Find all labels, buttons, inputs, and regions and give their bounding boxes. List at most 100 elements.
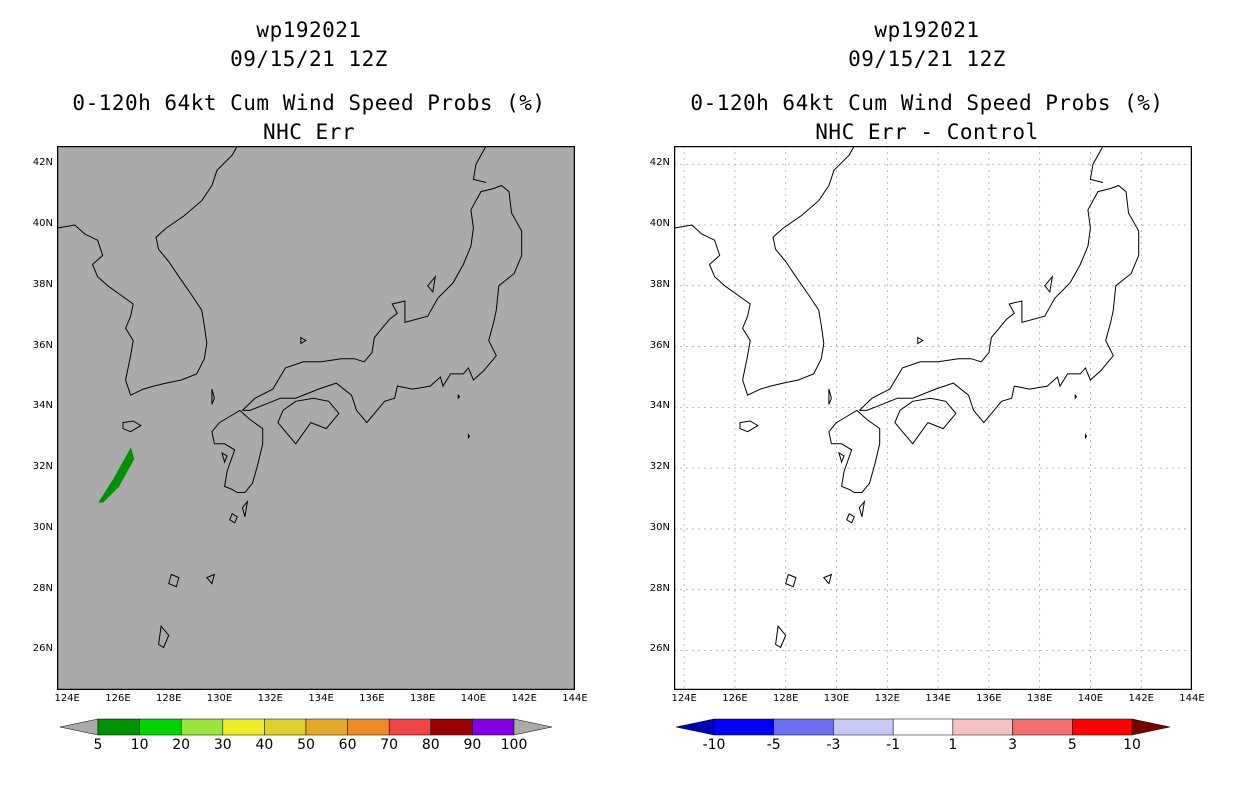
date-time: 09/15/21 12Z	[848, 47, 1006, 71]
coastline-honshu	[242, 184, 523, 424]
lat-tick-label: 36N	[32, 339, 53, 351]
island-outline	[211, 388, 215, 405]
island-outline	[158, 625, 170, 649]
lat-tick-label: 40N	[649, 218, 670, 230]
island-outline	[300, 336, 307, 345]
storm-id: wp192021	[256, 18, 362, 42]
island-outline	[221, 451, 228, 464]
coastline-shikoku	[894, 397, 957, 445]
lon-tick-label: 128E	[156, 693, 182, 704]
colorbar-label: -5	[766, 737, 781, 753]
date-time: 09/15/21 12Z	[230, 47, 388, 71]
colorbar-label: 30	[213, 737, 232, 753]
colorbar-swatch	[472, 718, 515, 736]
lat-tick-label: 42N	[32, 157, 53, 169]
colorbar-lower-extend	[676, 718, 715, 736]
colorbar-swatch	[713, 718, 774, 736]
colorbar	[60, 718, 552, 736]
colorbar-swatch	[97, 718, 140, 736]
colorbar-label: 10	[1123, 737, 1141, 753]
colorbar-swatch	[430, 718, 473, 736]
colorbar-swatch	[773, 718, 834, 736]
colorbar-label: 70	[380, 737, 399, 753]
colorbar-label: -3	[826, 737, 841, 753]
colorbar-swatch	[952, 718, 1013, 736]
colorbar-label: -10	[702, 737, 726, 753]
coastline-mainland	[674, 146, 855, 396]
colorbar-label: 60	[338, 737, 357, 753]
island-outline	[858, 499, 866, 517]
coastline-mainland	[57, 146, 238, 396]
lon-tick-label: 126E	[105, 693, 131, 704]
island-outline	[427, 274, 437, 294]
coastline-honshu	[859, 184, 1140, 424]
colorbar-swatch	[222, 718, 265, 736]
lon-tick-label: 136E	[359, 693, 385, 704]
lon-tick-label: 132E	[257, 693, 283, 704]
coastline-shikoku	[277, 397, 340, 445]
colorbar-label: 3	[1008, 737, 1018, 753]
lat-tick-label: 42N	[649, 157, 670, 169]
lat-tick-label: 38N	[32, 278, 53, 290]
lon-tick-label: 126E	[722, 693, 748, 704]
island-outline	[739, 420, 759, 433]
island-outline	[1084, 433, 1088, 440]
product-subtitle: NHC Err	[262, 120, 355, 144]
colorbar-upper-extend	[1131, 718, 1170, 736]
coastline-hokkaido_tip	[1089, 146, 1104, 183]
lon-tick-label: 142E	[511, 693, 537, 704]
coastline-hokkaido_tip	[472, 146, 487, 183]
lon-tick-label: 140E	[460, 693, 487, 704]
island-outline	[1044, 274, 1054, 294]
lon-tick-label: 124E	[671, 693, 697, 704]
colorbar-swatch	[1072, 718, 1133, 736]
lat-tick-label: 36N	[649, 339, 670, 351]
colorbar-swatch	[388, 718, 432, 736]
lat-tick-label: 34N	[649, 400, 670, 412]
lon-tick-label: 138E	[409, 693, 436, 704]
panel-nhc-err-control: wp192021 09/15/21 12Z 0-120h 64kt Cum Wi…	[618, 0, 1236, 800]
colorbar-label: 20	[172, 737, 191, 753]
lon-tick-label: 124E	[54, 693, 80, 704]
island-outline	[457, 393, 461, 400]
colorbar-label: 5	[1067, 737, 1077, 753]
island-outline	[168, 573, 180, 588]
island-outline	[122, 420, 142, 433]
lon-tick-label: 140E	[1077, 693, 1104, 704]
lat-tick-label: 40N	[32, 218, 53, 230]
lat-tick-label: 28N	[32, 582, 53, 594]
lon-tick-label: 142E	[1128, 693, 1154, 704]
colorbar-label: 100	[500, 737, 528, 753]
island-outline	[838, 451, 845, 464]
colorbar-lower-extend	[60, 718, 99, 736]
colorbar-label: 90	[463, 737, 482, 753]
island-outline	[785, 573, 797, 588]
colorbar	[676, 718, 1170, 736]
lon-tick-label: 132E	[874, 693, 900, 704]
lon-tick-label: 134E	[308, 693, 334, 704]
lat-tick-label: 34N	[32, 400, 53, 412]
map-left-svg	[57, 146, 575, 690]
map-frame	[674, 146, 1192, 690]
map-area	[674, 146, 1192, 690]
map-right-svg	[674, 146, 1192, 690]
lat-tick-label: 32N	[649, 461, 670, 473]
lat-tick-label: 26N	[649, 643, 670, 655]
product-title: 0-120h 64kt Cum Wind Speed Probs (%)	[72, 91, 546, 115]
lon-tick-label: 128E	[773, 693, 799, 704]
colorbar-swatch	[180, 718, 224, 736]
lon-tick-label: 134E	[925, 693, 951, 704]
colorbar-swatch	[1012, 718, 1073, 736]
lat-tick-label: 28N	[649, 582, 670, 594]
map-frame	[57, 146, 575, 690]
colorbar-label: 10	[130, 737, 149, 753]
lon-tick-label: 136E	[976, 693, 1002, 704]
storm-id: wp192021	[874, 18, 980, 42]
lat-tick-label: 30N	[649, 521, 670, 533]
colorbar-label: 80	[421, 737, 440, 753]
colorbar-label: -1	[886, 737, 901, 753]
island-outline	[846, 512, 855, 524]
product-subtitle: NHC Err - Control	[815, 120, 1039, 144]
island-outline	[467, 433, 471, 440]
colorbar-label: 50	[297, 737, 315, 753]
